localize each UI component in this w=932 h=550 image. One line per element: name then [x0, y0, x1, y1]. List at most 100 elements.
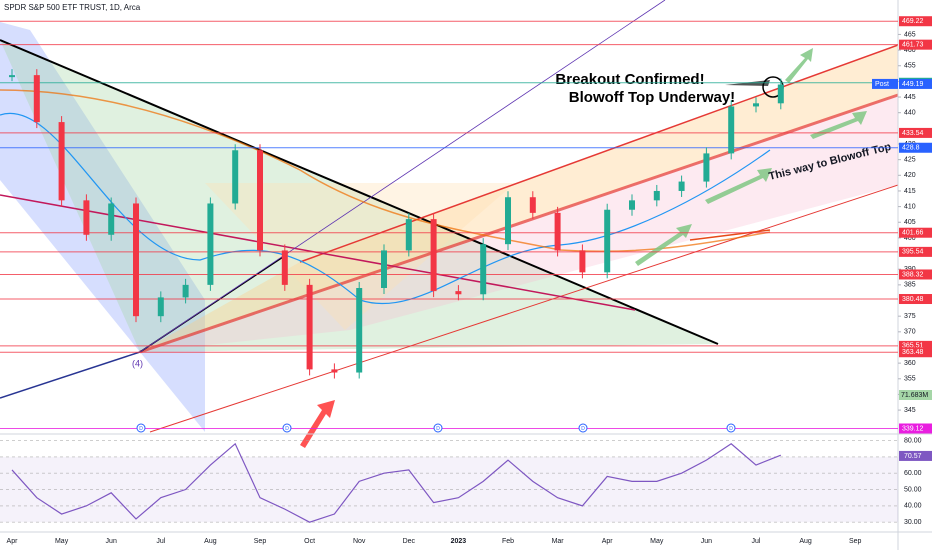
x-tick-label: Sep	[254, 538, 267, 545]
candle	[257, 150, 263, 251]
fib-line	[139, 0, 666, 353]
arrow	[300, 400, 335, 448]
y-tick-label: 370	[904, 329, 916, 336]
candle	[331, 369, 338, 373]
y-tick-label: 375	[904, 313, 916, 320]
x-tick-label: May	[650, 538, 664, 545]
dividend	[433, 423, 443, 433]
rsi-tag-label: 70.57	[904, 453, 922, 460]
candle	[405, 219, 412, 251]
price-tag-label: 461.73	[902, 42, 924, 49]
annotation: Blowoff Top Underway!	[569, 89, 735, 106]
channel-line	[149, 184, 899, 433]
volume-tag	[899, 390, 932, 400]
candle	[430, 219, 437, 292]
y-tick-label: 440	[904, 110, 916, 117]
candle	[108, 203, 115, 235]
y-tick-label: 425	[904, 156, 916, 163]
candle	[58, 122, 65, 201]
y-tick-label: 465	[904, 31, 916, 38]
x-tick-label: Aug	[204, 538, 217, 545]
candle	[529, 197, 536, 213]
price-tag	[899, 294, 932, 305]
dividend	[136, 423, 146, 433]
candle	[356, 288, 363, 373]
candle	[381, 250, 387, 288]
x-tick-label: Mar	[552, 538, 565, 545]
price-tag	[899, 127, 932, 138]
x-tick-label: Jun	[701, 538, 712, 545]
dividend	[578, 423, 588, 433]
price-tag	[899, 246, 932, 257]
candle	[653, 190, 660, 201]
y-tick-label: 420	[904, 172, 916, 179]
header: SPDR S&P 500 ETF TRUST, 1D, Arca	[4, 3, 141, 12]
y-tick-label: 385	[904, 282, 916, 289]
dividend-label: D	[285, 426, 289, 432]
candle	[777, 84, 784, 104]
y-tick-label: 460	[904, 47, 916, 54]
blue-channel	[0, 22, 205, 432]
orange-channel	[140, 45, 898, 352]
y-tick-label: 455	[904, 63, 916, 70]
x-tick-label: Jun	[106, 538, 117, 545]
candle	[505, 197, 511, 245]
candle	[753, 103, 759, 107]
channel-line	[0, 194, 636, 311]
x-tick-label: Sep	[849, 538, 862, 545]
annotation: Breakout Confirmed!	[555, 71, 704, 88]
dividend-label: D	[436, 426, 440, 432]
price-tag-label: 365.51	[902, 343, 924, 350]
price-tag	[899, 269, 932, 280]
candle	[33, 75, 40, 123]
dividend-label: D	[139, 426, 143, 432]
candle	[678, 181, 685, 191]
candle	[703, 153, 710, 182]
y-tick-label: 410	[904, 203, 916, 210]
candle	[182, 284, 189, 298]
x-tick-label: Apr	[602, 538, 614, 545]
trend-line	[0, 351, 141, 399]
candle	[604, 209, 611, 273]
candle	[281, 250, 288, 285]
candle	[157, 297, 164, 317]
price-tag	[899, 78, 932, 89]
candle	[232, 150, 239, 204]
price-tag	[899, 423, 932, 434]
price-tag	[899, 347, 932, 358]
candle	[9, 75, 15, 78]
rsi-band	[0, 456, 898, 523]
y-tick-label: 355	[904, 376, 916, 383]
trend-line	[0, 39, 719, 345]
dividend	[282, 423, 292, 433]
candle	[554, 212, 561, 251]
price-tag-label: 469.22	[902, 18, 924, 25]
x-tick-label: 2023	[451, 538, 467, 545]
x-tick-label: Nov	[353, 538, 366, 545]
price-tag	[899, 16, 932, 27]
channel-line	[139, 93, 899, 354]
price-tag-label: 388.32	[902, 271, 924, 278]
price-tag-label: 395.54	[902, 249, 924, 256]
candle	[629, 200, 635, 210]
y-tick-label: 415	[904, 188, 916, 195]
rsi-line	[11, 442, 782, 523]
moving-average	[689, 229, 771, 241]
y-tick-label: 60.00	[904, 470, 922, 477]
y-tick-label: 30.00	[904, 519, 922, 526]
price-tag-label: 363.48	[902, 349, 924, 356]
y-tick-label: 445	[904, 94, 916, 101]
arrows	[635, 48, 867, 266]
price-tag	[899, 340, 932, 351]
price-tag-label: 428.8	[902, 145, 920, 152]
price-tag	[899, 227, 932, 238]
price-tag-label: 380.48	[902, 296, 924, 303]
y-tick-label: 345	[904, 407, 916, 414]
post-tag	[872, 78, 898, 89]
x-tick-label: Jul	[156, 538, 165, 545]
post-label: Post	[875, 81, 889, 88]
dividend-label: D	[581, 426, 585, 432]
y-tick-label: 50.00	[904, 486, 922, 493]
price-tag	[899, 39, 932, 50]
